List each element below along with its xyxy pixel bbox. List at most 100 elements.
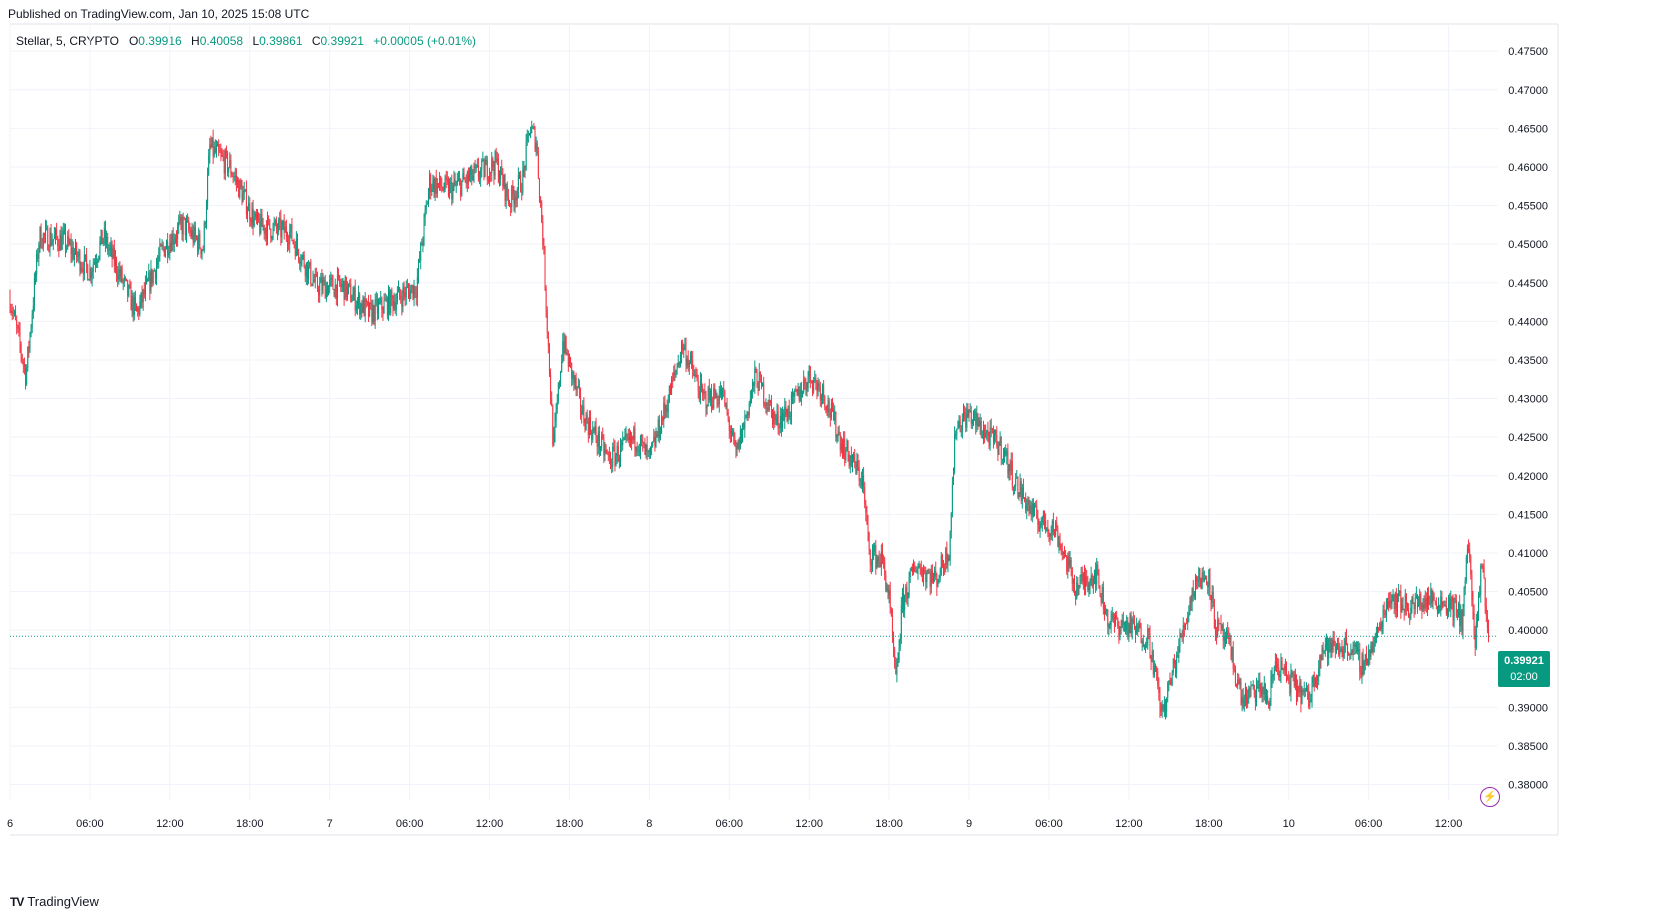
candle-body: [634, 427, 636, 449]
candle-body: [1433, 596, 1435, 601]
candle-body: [1153, 666, 1155, 675]
candle-body: [277, 228, 279, 233]
price-axis[interactable]: 0.47500 0.47000 0.46500 0.46000 0.45500 0.450…: [1508, 46, 1548, 791]
candle-body: [954, 435, 956, 472]
candle-body: [395, 301, 397, 311]
candle-body: [1049, 534, 1051, 537]
candle-body: [1348, 653, 1350, 655]
y-tick-label: 0.45000: [1508, 239, 1548, 251]
candle-body: [1057, 529, 1059, 547]
candle-body: [302, 254, 304, 256]
candle-body: [965, 414, 967, 428]
candle-body: [944, 567, 946, 570]
lightning-icon[interactable]: ⚡: [1480, 787, 1500, 807]
candle-body: [1097, 564, 1099, 575]
candle-body: [265, 228, 267, 240]
candle-body: [1017, 476, 1019, 498]
bar-countdown: 02:00: [1510, 671, 1538, 683]
candle-body: [46, 227, 48, 229]
candle-body: [1045, 520, 1047, 531]
candle-body: [996, 434, 998, 446]
candle-body: [966, 409, 968, 428]
candle-body: [1248, 688, 1250, 698]
candle-body: [1019, 481, 1021, 494]
candle-body: [455, 184, 457, 186]
candle-body: [961, 418, 963, 431]
candle-body: [89, 268, 91, 280]
candle-body: [1456, 615, 1458, 618]
candle-body: [635, 446, 637, 449]
candle-body: [1131, 618, 1133, 633]
candle-body: [511, 186, 513, 208]
candle-body: [1230, 638, 1232, 658]
candle-body: [799, 389, 801, 401]
candle-body: [848, 454, 850, 467]
candle-body: [417, 260, 419, 277]
candle-body: [263, 225, 265, 234]
candle-body: [65, 230, 66, 250]
candle-body: [1100, 596, 1102, 603]
time-axis[interactable]: 6 06:00 12:00 18:00 7 06:00 12:00 18:00 8 06:00 12…: [7, 818, 1462, 830]
candle-body: [77, 256, 79, 258]
candle-body: [1216, 634, 1218, 636]
tradingview-brand[interactable]: TV TradingView: [10, 894, 99, 909]
candle-body: [964, 412, 966, 415]
candle-body: [338, 275, 340, 277]
candle-body: [1338, 644, 1340, 655]
candle-body: [809, 366, 811, 382]
candle-body: [1402, 605, 1404, 611]
candle-body: [515, 197, 517, 200]
candle-body: [153, 270, 155, 272]
candle-body: [657, 419, 659, 437]
candle-body: [1210, 596, 1212, 603]
candle-body: [351, 300, 353, 302]
candle-body: [1244, 687, 1246, 700]
candle-body: [426, 203, 428, 205]
candle-body: [1115, 615, 1117, 625]
candle-body: [1082, 573, 1084, 582]
candle-body: [1375, 631, 1377, 638]
candle-body: [22, 361, 24, 365]
candle-body: [1052, 520, 1054, 531]
candle-body: [804, 379, 806, 384]
candle-body: [268, 217, 270, 220]
candle-body: [790, 394, 792, 417]
candle-body: [1388, 601, 1390, 608]
candle-body: [839, 434, 841, 451]
candle-body: [1332, 639, 1334, 650]
candle-body: [94, 262, 96, 264]
candle-body: [1319, 655, 1321, 668]
candle-body: [1102, 587, 1104, 610]
candle-body: [802, 392, 804, 398]
candle-body: [187, 220, 189, 222]
candle-body: [928, 572, 930, 574]
candle-body: [1204, 577, 1206, 580]
candle-body: [546, 310, 548, 333]
y-tick-label: 0.47000: [1508, 85, 1548, 97]
candle-body: [578, 385, 580, 391]
candle-body: [915, 571, 917, 573]
candle-body: [610, 456, 612, 467]
candle-body: [324, 279, 326, 299]
candle-body: [1058, 542, 1060, 547]
candle-body: [1221, 624, 1223, 629]
candle-body: [285, 226, 287, 237]
candle-body: [858, 467, 860, 481]
candle-body: [1001, 459, 1003, 461]
candle-body: [203, 222, 205, 251]
candle-body: [749, 398, 751, 404]
candle-body: [767, 407, 769, 411]
candle-body: [163, 246, 165, 257]
candle-body: [855, 463, 857, 474]
candle-body: [172, 234, 174, 245]
candle-body: [381, 297, 383, 310]
candle-body: [1253, 684, 1255, 695]
y-tick-label: 0.39000: [1508, 702, 1548, 714]
candle-body: [971, 419, 973, 425]
candle-body: [1054, 530, 1056, 536]
candle-body: [861, 475, 863, 486]
candle-body: [1129, 615, 1131, 626]
candle-body: [1462, 607, 1464, 631]
symbol-name[interactable]: Stellar, 5, CRYPTO: [16, 34, 119, 48]
